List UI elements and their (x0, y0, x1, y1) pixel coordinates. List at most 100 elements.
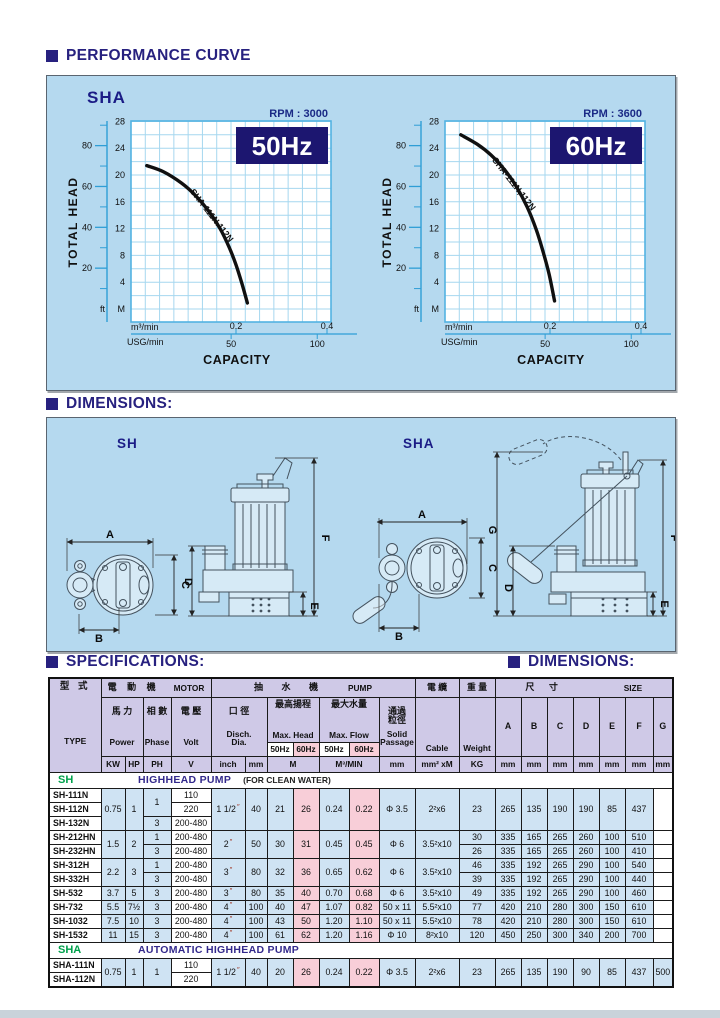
svg-text:4: 4 (120, 277, 125, 287)
table-row: SH-132N 3 200-480 (48, 816, 673, 831)
phase-cell: 1 (142, 858, 172, 873)
sh-dim-d-label: D (182, 578, 194, 586)
table-row: SH-232HN 3 200-480 26 335 165 265 260 100 410 (48, 844, 674, 859)
size-cell (652, 900, 674, 915)
svg-text:40: 40 (82, 222, 92, 232)
unit-cell: KW (100, 756, 126, 773)
head-60hz-cell: 31 (292, 830, 320, 859)
cable-cell: 5.5²x10 (414, 914, 460, 929)
size-cell: 190 (546, 958, 574, 988)
hp-cell: 15 (124, 928, 144, 943)
cable-cell: 2²x6 (414, 958, 460, 988)
disch-mm-cell: 40 (244, 958, 268, 988)
head-50hz-cell: 43 (266, 914, 294, 929)
size-col-header: D (572, 697, 600, 757)
flow-60hz-cell: 0.22 (348, 958, 380, 988)
sha-float-raised-dashed (508, 439, 548, 465)
specifications-heading-label: SPECIFICATIONS: (66, 653, 205, 670)
head-60hz-cell: 62 (292, 928, 320, 943)
phase-cell: 3 (142, 816, 172, 831)
volt-cell: 200-480 (170, 844, 212, 859)
head-60hz-cell: 26 (292, 958, 320, 988)
size-cell: 200 (598, 928, 626, 943)
type-cell: SH-212HN (48, 830, 102, 845)
size-col-header: E (598, 697, 626, 757)
type-cell: SH-111N (48, 788, 102, 803)
header-row: SHA AUTOMATIC HIGHHEAD PUMP (48, 942, 674, 959)
sha-dim-c-label: C (486, 564, 498, 572)
svg-text:24: 24 (115, 143, 125, 153)
volt-cell: 110 (170, 788, 212, 803)
svg-text:60Hz: 60Hz (566, 131, 627, 161)
flow-50hz-cell: 1.07 (318, 900, 350, 915)
size-cell: 100 (598, 830, 626, 845)
svg-text:USG/min: USG/min (441, 337, 478, 347)
sh-pump-top-view (66, 554, 154, 616)
type-cell: SH-1532 (48, 928, 102, 943)
unit-cell: mm (378, 756, 416, 773)
flow-60hz-cell: 1.16 (348, 928, 380, 943)
size-cell: 290 (572, 872, 600, 887)
svg-text:20: 20 (82, 263, 92, 273)
disch-inch-cell: 2″ (210, 830, 246, 859)
svg-text:RPM : 3000: RPM : 3000 (269, 108, 328, 120)
performance-panel-label: SHA (87, 88, 126, 107)
head-50hz-cell: 20 (266, 958, 294, 988)
size-cell: 150 (598, 900, 626, 915)
size-cell: 610 (624, 900, 654, 915)
dimensions-heading-label: DIMENSIONS: (66, 395, 173, 412)
motor-header: 電 動 機 MOTOR (100, 677, 212, 698)
volt-cell: 200-480 (170, 816, 212, 831)
cable-cell: 2²x6 (414, 788, 460, 831)
size-cell: 265 (494, 958, 522, 988)
type-cell: SHA-112N (48, 972, 102, 988)
size-cell: 290 (572, 858, 600, 873)
size-cell: 165 (520, 830, 548, 845)
performance-heading: PERFORMANCE CURVE (46, 47, 251, 65)
type-cell: SH-332H (48, 872, 102, 887)
unit-cell: mm (520, 756, 548, 773)
flow-60hz-cell: 1.10 (348, 914, 380, 929)
weight-cell: 26 (458, 844, 496, 859)
solid-passage-cell: Φ 6 (378, 858, 416, 887)
size-cell: 700 (624, 928, 654, 943)
type-cell: SH-312H (48, 858, 102, 873)
disch-mm-cell: 80 (244, 858, 268, 887)
unit-cell: PH (142, 756, 172, 773)
phase-cell: 3 (142, 844, 172, 859)
unit-cell: mm (546, 756, 574, 773)
volt-cell: 200-480 (170, 858, 212, 873)
phase-cell: 3 (142, 928, 172, 943)
size-cell (652, 858, 674, 873)
page-bottom-edge (0, 1010, 720, 1018)
svg-text:100: 100 (624, 339, 639, 349)
svg-text:m³/min: m³/min (131, 322, 159, 332)
svg-text:0.4: 0.4 (635, 321, 648, 331)
sha-float-cable-dashed (542, 436, 622, 461)
weight-header-en: Weight (458, 697, 496, 757)
svg-text:4: 4 (434, 277, 439, 287)
hp-cell: 10 (124, 914, 144, 929)
size-cell: 500 (652, 958, 674, 988)
size-cell: 440 (624, 872, 654, 887)
size-cell: 460 (624, 886, 654, 901)
section-ribbon: SHA AUTOMATIC HIGHHEAD PUMP (48, 942, 674, 959)
size-cell: 265 (546, 858, 574, 873)
dimensions-drawing: SH (66, 436, 680, 645)
table-row: SH-732 5.5 7½ 3 200-480 4″ 100 40 47 1.07 0.82 50 x… (48, 900, 674, 915)
sha-dim-g-label: G (486, 526, 498, 535)
flow-60hz-cell: 0.62 (348, 858, 380, 887)
type-cell: SHA-111N (48, 958, 102, 973)
sha-float-top-view (352, 596, 386, 624)
table-row: SH-332H 3 200-480 39 335 192 265 290 100 440 (48, 872, 674, 887)
volt-cell: 220 (170, 802, 212, 817)
phase-cell: 3 (142, 900, 172, 915)
size-cell (652, 886, 674, 901)
table-row: SH-1532 11 15 3 200-480 4″ 100 61 62 1.20 1.16 Φ 10… (48, 928, 674, 943)
sha-float-arm (530, 475, 628, 563)
volt-cell: 200-480 (170, 900, 212, 915)
unit-cell: KG (458, 756, 496, 773)
unit-cell: mm (494, 756, 522, 773)
